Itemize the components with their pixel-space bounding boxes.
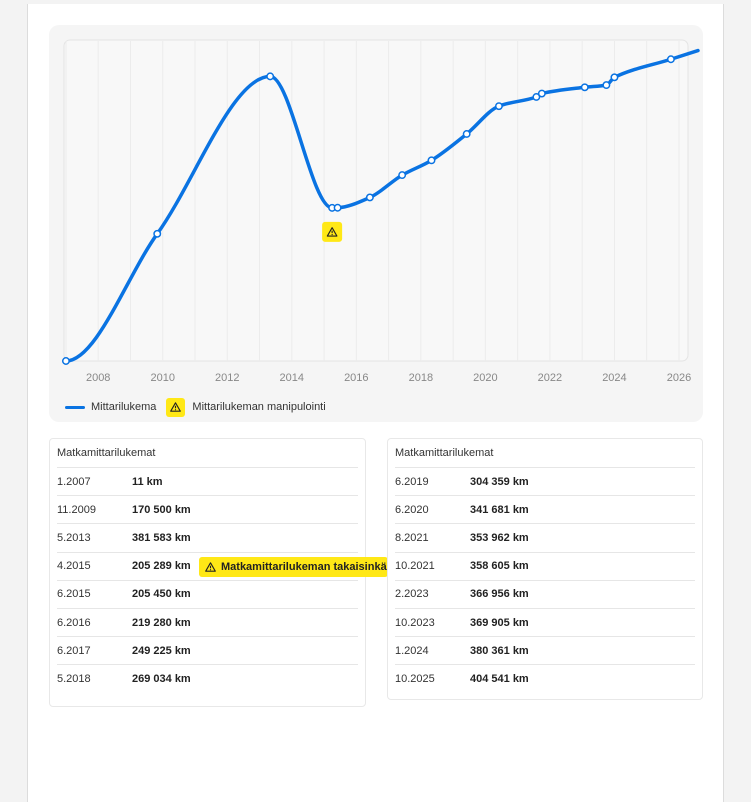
warning-icon	[166, 397, 186, 417]
reading-km: 170 500 km	[132, 503, 191, 516]
warning-icon	[205, 561, 216, 572]
reading-date: 6.2020	[395, 503, 429, 516]
legend-series-label: Mittarilukema	[91, 401, 157, 413]
data-point[interactable]	[365, 193, 374, 202]
reading-km: 205 450 km	[132, 588, 191, 601]
data-point[interactable]	[266, 72, 275, 81]
odometer-table-left: Matkamittarilukemat 1.2007 11 km 11.2009 17…	[49, 438, 388, 707]
table-row: 6.2015 205 450 km	[57, 579, 358, 608]
x-tick-label: 2020	[473, 372, 497, 384]
reading-date: 11.2009	[57, 503, 96, 516]
table-row: 6.2017 249 225 km	[57, 636, 358, 664]
reading-date: 5.2018	[57, 672, 91, 685]
table-row: 5.2013 381 583 km	[57, 523, 358, 551]
table-row: 4.2015 205 289 km Matkamittarilukeman taka…	[57, 551, 388, 580]
rollback-warning-text: Matkamittarilukeman takaisinkää	[221, 560, 388, 573]
data-point[interactable]	[427, 156, 436, 165]
reading-km: 369 905 km	[470, 616, 529, 629]
reading-date: 10.2021	[395, 560, 435, 573]
x-tick-label: 2014	[280, 372, 304, 384]
data-point[interactable]	[398, 171, 407, 180]
reading-km: 358 605 km	[470, 560, 529, 573]
reading-km: 249 225 km	[132, 644, 191, 657]
table-title: Matkamittarilukemat	[395, 447, 494, 459]
data-point[interactable]	[666, 55, 675, 64]
odometer-table-right: Matkamittarilukemat 6.2019 304 359 km 6.20…	[387, 438, 703, 700]
table-row: 10.2021 358 605 km	[395, 551, 695, 580]
reading-km: 366 956 km	[470, 588, 529, 601]
x-tick-label: 2012	[215, 372, 239, 384]
table-row: 8.2021 353 962 km	[395, 523, 695, 551]
reading-date: 1.2007	[57, 475, 91, 488]
data-point[interactable]	[602, 81, 611, 90]
reading-date: 6.2019	[395, 475, 429, 488]
reading-date: 6.2017	[57, 644, 91, 657]
table-row: 1.2024 380 361 km	[395, 636, 695, 664]
table-row: 6.2019 304 359 km	[395, 467, 695, 495]
reading-date: 5.2013	[57, 531, 91, 544]
table-rows: 6.2019 304 359 km 6.2020 341 681 km 8.2021 35…	[395, 467, 695, 693]
reading-km: 404 541 km	[470, 672, 529, 685]
legend-warning-label: Mittarilukeman manipulointi	[192, 401, 326, 413]
reading-km: 341 681 km	[470, 503, 529, 516]
table-row: 11.2009 170 500 km	[57, 495, 358, 523]
reading-km: 380 361 km	[470, 644, 529, 657]
chart-legend: Mittarilukema Mittarilukeman manipuloint…	[65, 396, 326, 418]
warning-icon	[326, 227, 338, 237]
table-row: 5.2018 269 034 km	[57, 664, 358, 692]
x-tick-label: 2026	[667, 372, 691, 384]
table-row: 2.2023 366 956 km	[395, 579, 695, 608]
x-tick-label: 2016	[344, 372, 368, 384]
table-row: 10.2025 404 541 km	[395, 664, 695, 692]
reading-km: 353 962 km	[470, 531, 529, 544]
reading-date: 2.2023	[395, 588, 429, 601]
data-point[interactable]	[462, 130, 471, 138]
reading-km: 304 359 km	[470, 475, 529, 488]
data-point[interactable]	[61, 357, 70, 365]
series-line	[62, 48, 700, 363]
reading-km: 269 034 km	[132, 672, 191, 685]
table-title: Matkamittarilukemat	[57, 447, 156, 459]
data-point[interactable]	[494, 102, 503, 111]
table-row: 1.2007 11 km	[57, 467, 358, 495]
data-point[interactable]	[537, 89, 546, 98]
reading-km: 205 289 km	[132, 560, 191, 573]
reading-date: 10.2023	[395, 616, 435, 629]
table-rows: 1.2007 11 km 11.2009 170 500 km 5.2013 381 58…	[57, 467, 388, 693]
odometer-chart-card: 2008 2010 2012 2014 2016 2018 2020 2022 2024 2026…	[49, 25, 703, 422]
rollback-warning-badge[interactable]: Matkamittarilukeman takaisinkää	[199, 556, 388, 577]
reading-date: 4.2015	[57, 560, 91, 573]
reading-date: 10.2025	[395, 672, 435, 685]
x-tick-label: 2024	[602, 372, 626, 384]
data-point[interactable]	[610, 73, 619, 82]
data-point[interactable]	[333, 203, 342, 212]
reading-date: 1.2024	[395, 644, 429, 657]
x-tick-label: 2010	[150, 372, 174, 384]
reading-date: 8.2021	[395, 531, 429, 544]
data-point[interactable]	[153, 229, 162, 238]
data-point[interactable]	[532, 93, 541, 101]
reading-km: 381 583 km	[132, 531, 191, 544]
table-row: 6.2016 219 280 km	[57, 607, 358, 636]
x-tick-label: 2018	[409, 372, 433, 384]
table-row: 10.2023 369 905 km	[395, 607, 695, 636]
manipulation-warning-marker[interactable]	[322, 221, 343, 242]
reading-date: 6.2016	[57, 616, 91, 629]
table-row: 6.2020 341 681 km	[395, 495, 695, 523]
reading-km: 219 280 km	[132, 616, 191, 629]
reading-km: 11 km	[132, 475, 163, 488]
reading-date: 6.2015	[57, 588, 91, 601]
data-point[interactable]	[580, 83, 589, 92]
odometer-chart: 2008 2010 2012 2014 2016 2018 2020 2022 2024 2026	[61, 39, 700, 384]
report-page: 2008 2010 2012 2014 2016 2018 2020 2022 2024 2026…	[27, 4, 724, 802]
x-tick-label: 2008	[86, 372, 110, 384]
x-tick-label: 2022	[538, 372, 562, 384]
legend-line-swatch	[65, 405, 85, 409]
plot-area	[63, 39, 689, 362]
